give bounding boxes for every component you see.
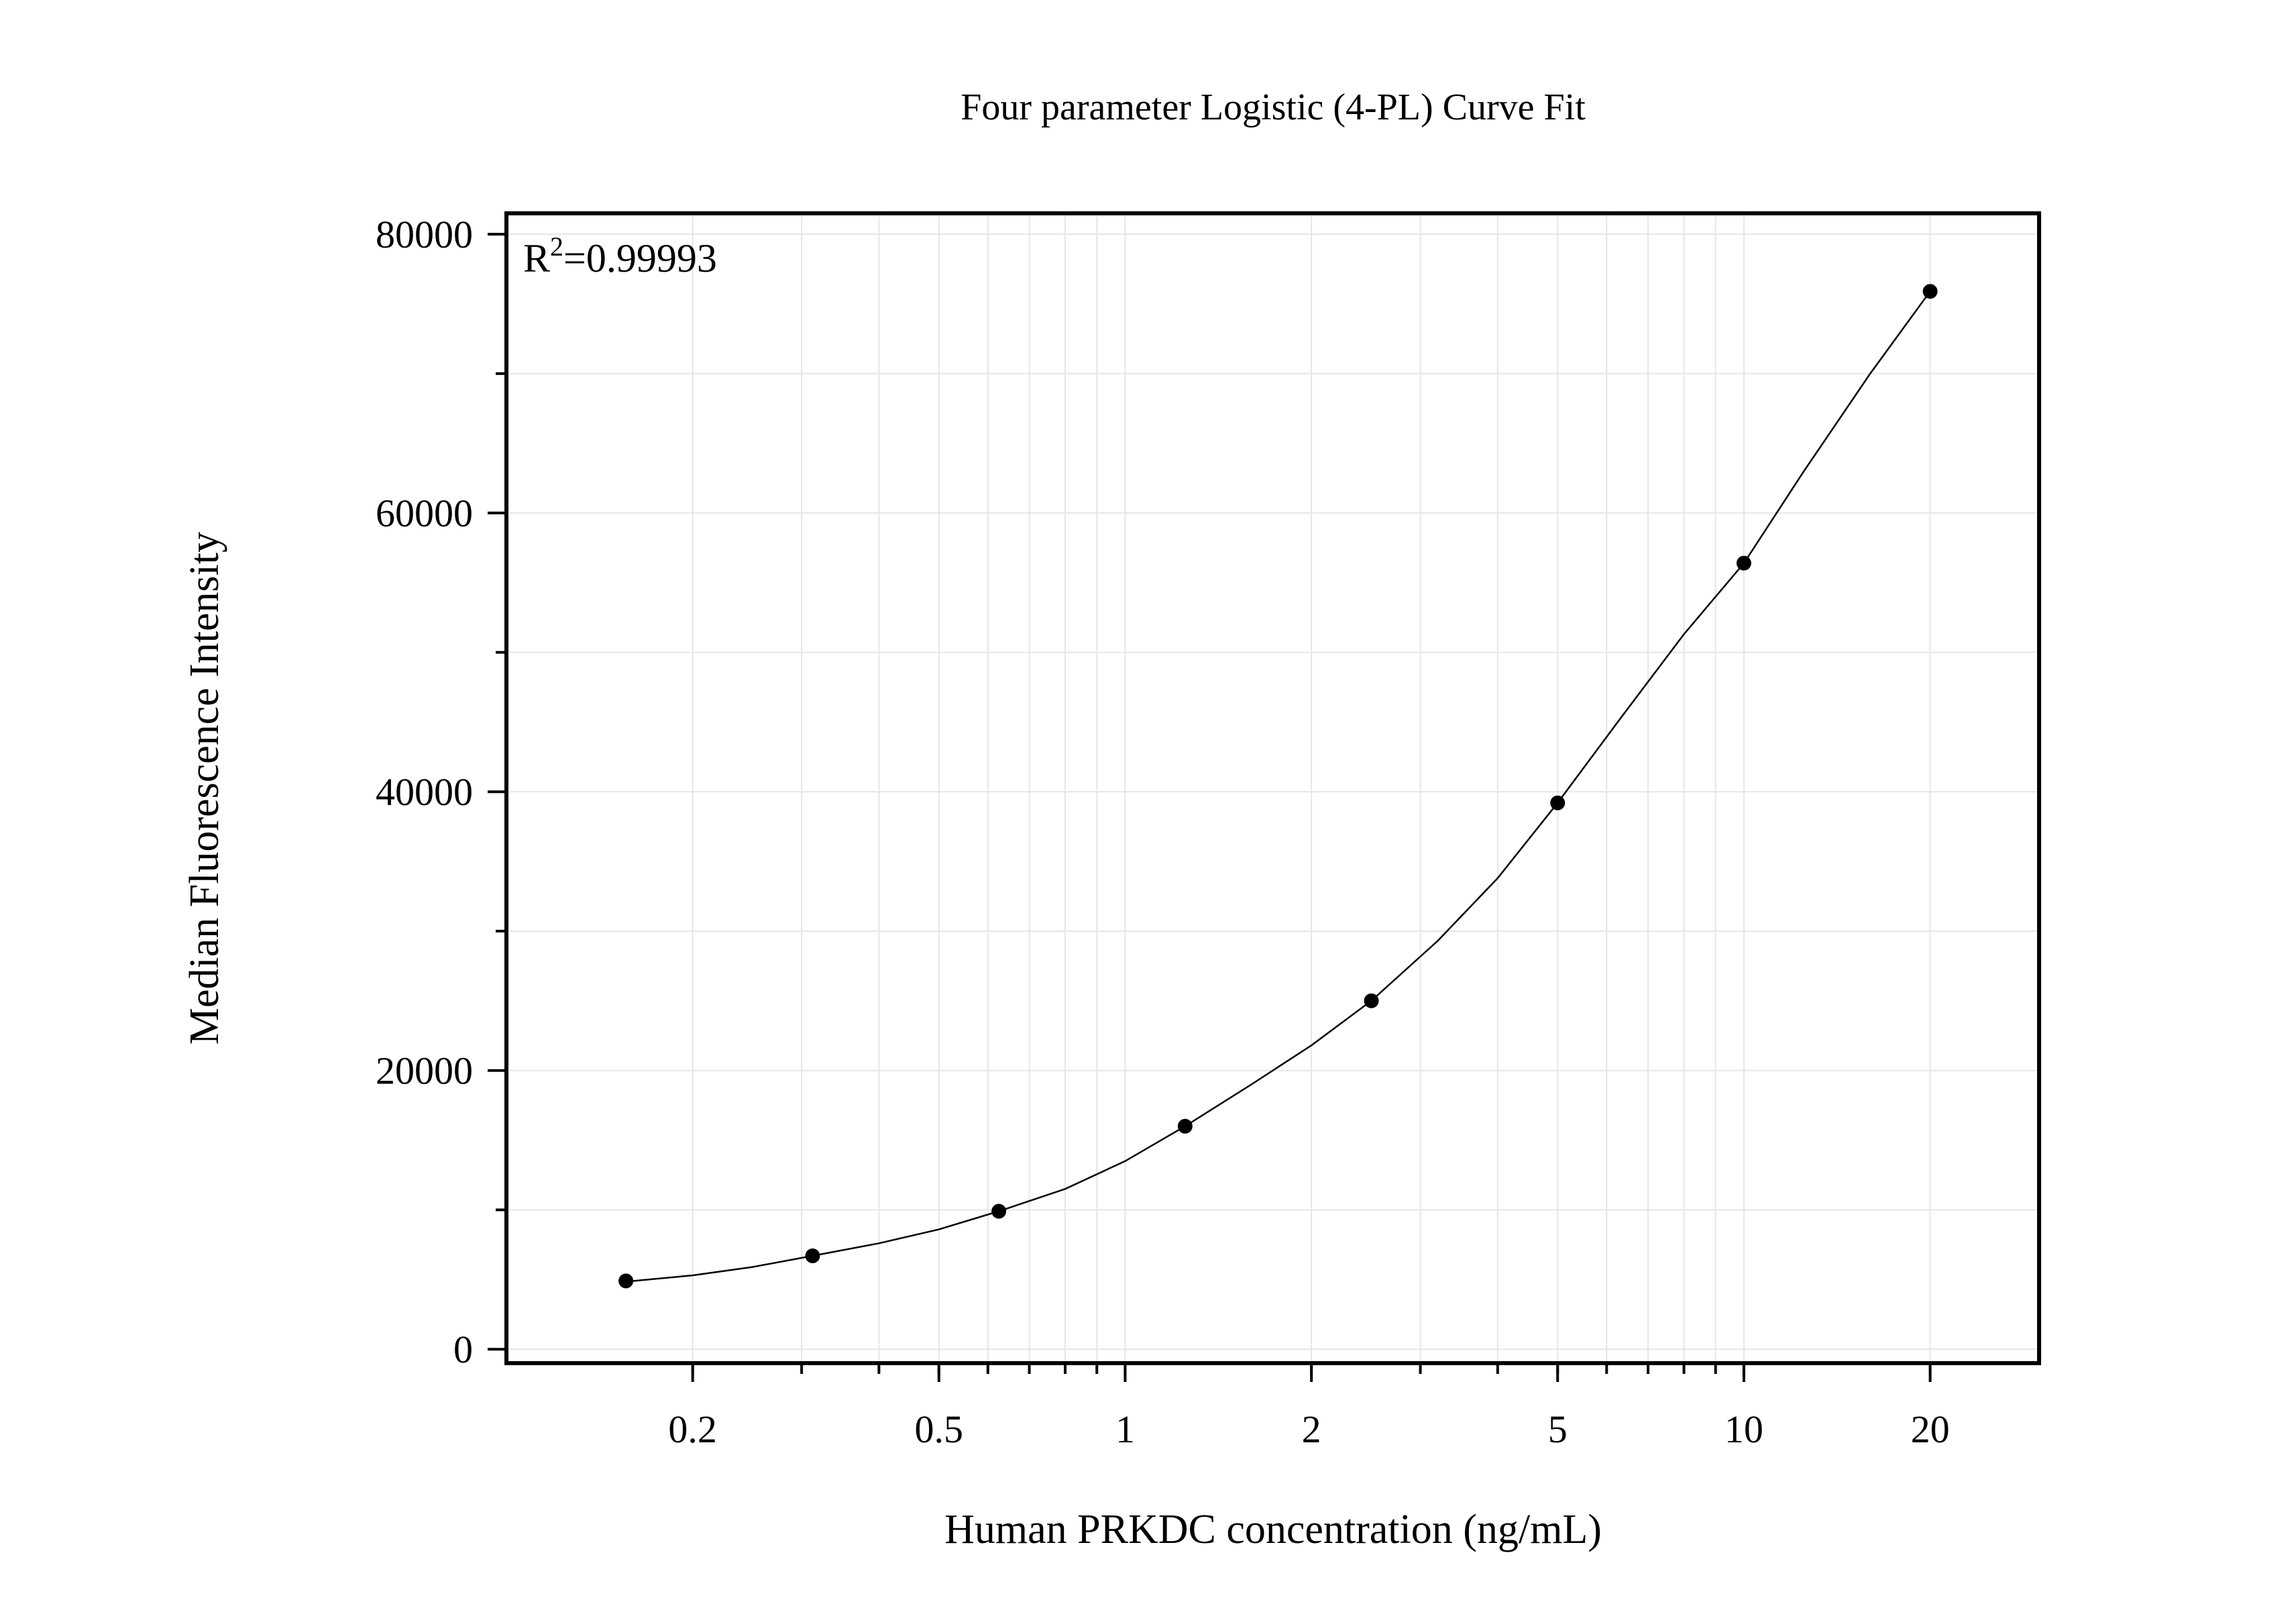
x-tick-label: 20 — [1911, 1407, 1950, 1451]
data-point — [1364, 993, 1379, 1008]
x-tick-label: 0.2 — [668, 1407, 717, 1451]
fit-curve — [625, 290, 1931, 1283]
grid-layer — [506, 213, 2039, 1363]
y-tick-label: 60000 — [376, 492, 473, 535]
data-point — [991, 1204, 1007, 1219]
x-tick-label: 2 — [1302, 1407, 1321, 1451]
x-tick-label: 5 — [1548, 1407, 1568, 1451]
y-tick-label: 40000 — [376, 770, 473, 814]
fit-curve-layer — [625, 290, 1931, 1283]
data-point — [805, 1248, 820, 1264]
x-tick-label: 10 — [1725, 1407, 1763, 1451]
data-point — [1177, 1118, 1193, 1134]
chart-title: Four parameter Logistic (4-PL) Curve Fit — [961, 87, 1586, 128]
x-tick-label: 0.5 — [915, 1407, 964, 1451]
data-point — [1922, 284, 1938, 299]
x-axis-title: Human PRKDC concentration (ng/mL) — [944, 1507, 1602, 1552]
data-point — [618, 1273, 634, 1289]
x-axis-ticks: 0.2 0.5 1 2 5 10 20 — [668, 1363, 1950, 1451]
r-squared-symbol: R — [523, 236, 550, 280]
r-squared-value: =0.99993 — [563, 236, 717, 280]
data-point — [1550, 795, 1566, 810]
x-tick-label: 1 — [1115, 1407, 1135, 1451]
y-tick-label: 80000 — [376, 213, 473, 256]
plot-frame — [504, 211, 2041, 1365]
data-points-layer — [618, 284, 1938, 1289]
y-tick-label: 20000 — [376, 1049, 473, 1093]
r-squared-annotation: R2=0.99993 — [523, 231, 717, 280]
y-axis-ticks: 0 20000 40000 60000 80000 — [376, 213, 506, 1371]
y-tick-label: 0 — [453, 1328, 473, 1371]
data-point — [1736, 555, 1751, 571]
y-axis-title: Median Fluorescence Intensity — [182, 532, 227, 1045]
r-squared-superscript: 2 — [550, 231, 563, 262]
